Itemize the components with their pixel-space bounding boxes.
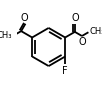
Text: O: O: [71, 13, 79, 23]
Text: CH₃: CH₃: [90, 27, 102, 36]
Text: F: F: [62, 66, 68, 76]
Text: O: O: [20, 13, 28, 23]
Text: CH₃: CH₃: [0, 31, 12, 40]
Text: O: O: [79, 37, 86, 47]
